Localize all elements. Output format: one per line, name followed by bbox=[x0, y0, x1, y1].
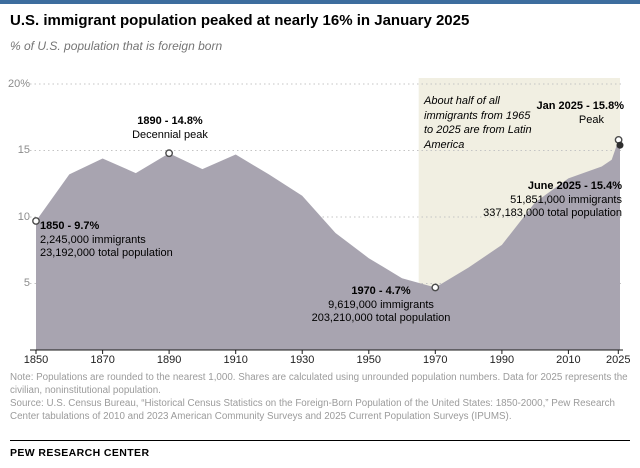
y-tick-label: 20% bbox=[7, 77, 30, 90]
annotation-june-2025: June 2025 - 15.4% 51,851,000 immigrants … bbox=[450, 180, 622, 221]
annotation-1970: 1970 - 4.7% 9,619,000 immigrants 203,210… bbox=[288, 285, 474, 326]
annotation-june-2025-title: June 2025 - 15.4% bbox=[527, 180, 622, 192]
data-marker-filled bbox=[616, 141, 624, 149]
chart-subtitle: % of U.S. population that is foreign bor… bbox=[10, 39, 223, 53]
annotation-1890: 1890 - 14.8% Decennial peak bbox=[108, 115, 232, 142]
annotation-jan-2025-title: Jan 2025 - 15.8% bbox=[536, 100, 624, 112]
y-tick-label: 10 bbox=[17, 210, 30, 223]
x-tick-label: 2025 bbox=[606, 354, 631, 366]
annotation-june-2025-immigrants: 51,851,000 immigrants bbox=[510, 193, 622, 206]
annotation-1970-population: 203,210,000 total population bbox=[311, 312, 451, 324]
x-tick-label: 1910 bbox=[223, 354, 248, 366]
annotation-1970-immigrants: 9,619,000 immigrants bbox=[328, 298, 434, 311]
data-marker-open bbox=[431, 283, 440, 292]
footnote: Note: Populations are rounded to the nea… bbox=[10, 372, 628, 396]
x-tick-label: 1970 bbox=[423, 354, 448, 366]
annotation-june-2025-population: 337,183,000 total population bbox=[483, 207, 622, 219]
annotation-jan-2025: Jan 2025 - 15.8% Peak bbox=[524, 100, 624, 127]
x-tick-label: 1950 bbox=[356, 354, 382, 366]
top-accent-rule bbox=[0, 0, 640, 4]
annotation-jan-2025-peak: Peak bbox=[578, 113, 604, 126]
annotation-1850-title: 1850 - 9.7% bbox=[40, 220, 100, 232]
data-marker-open bbox=[165, 149, 174, 158]
footer-divider bbox=[10, 440, 630, 441]
foreign-born-share-area bbox=[36, 139, 620, 350]
page-title: U.S. immigrant population peaked at near… bbox=[10, 12, 470, 29]
annotation-1850-population: 23,192,000 total population bbox=[40, 247, 173, 259]
y-tick-label: 5 bbox=[23, 277, 30, 289]
annotation-1850-immigrants: 2,245,000 immigrants bbox=[40, 233, 146, 246]
annotation-1890-decennial-peak: Decennial peak bbox=[132, 128, 208, 141]
data-marker-open bbox=[32, 217, 40, 225]
x-tick-label: 1850 bbox=[23, 354, 49, 366]
x-tick-label: 1890 bbox=[156, 354, 182, 366]
annotation-latin-america-note: About half of all immigrants from 1965 t… bbox=[424, 95, 532, 151]
x-tick-label: 1990 bbox=[489, 354, 515, 366]
x-tick-label: 1930 bbox=[289, 354, 315, 366]
pew-research-center-wordmark: PEW RESEARCH CENTER bbox=[10, 447, 150, 459]
y-tick-label: 15 bbox=[17, 144, 30, 156]
source-note: Source: U.S. Census Bureau, “Historical … bbox=[10, 398, 615, 422]
annotation-1970-title: 1970 - 4.7% bbox=[351, 285, 411, 297]
annotation-1850: 1850 - 9.7% 2,245,000 immigrants 23,192,… bbox=[40, 220, 173, 261]
x-tick-label: 1870 bbox=[90, 354, 115, 366]
annotation-1890-title: 1890 - 14.8% bbox=[137, 115, 203, 127]
x-tick-label: 2010 bbox=[556, 354, 581, 366]
